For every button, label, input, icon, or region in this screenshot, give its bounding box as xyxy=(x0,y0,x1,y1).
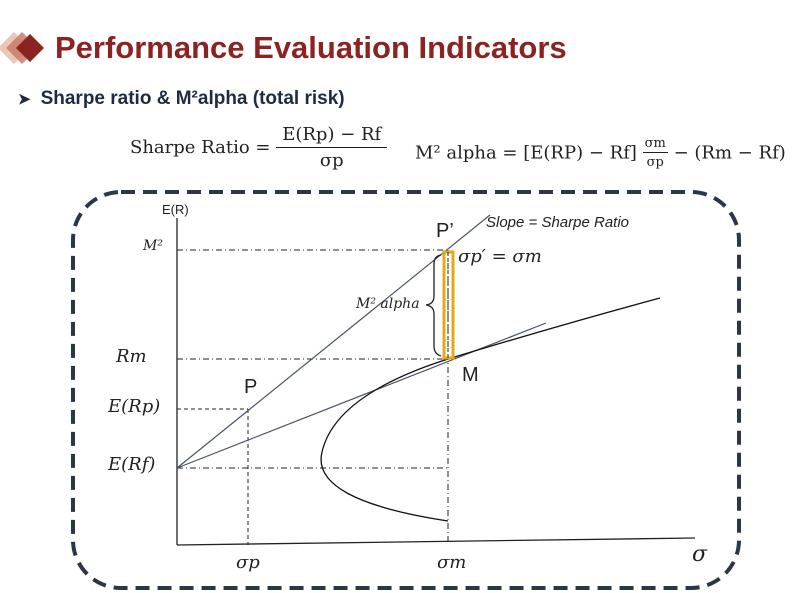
m2-bracket: [E(RP) − Rf] xyxy=(523,142,637,164)
slope-label: Slope = Sharpe Ratio xyxy=(486,214,630,231)
x-axis-label: σ xyxy=(692,542,708,567)
page-title: Performance Evaluation Indicators xyxy=(55,30,567,65)
sharpe-ratio-lhs: Sharpe Ratio = xyxy=(130,137,271,158)
diagram-frame xyxy=(71,190,741,590)
sigma-equality-label: σp′ = σm xyxy=(458,246,542,267)
bullet-text: Sharpe ratio & M²alpha (total risk) xyxy=(40,88,345,109)
y-tick-rm: Rm xyxy=(116,346,147,367)
y-axis-label: E(R) xyxy=(162,202,189,217)
sharpe-numerator: E(Rp) − Rf xyxy=(276,124,388,148)
logo-diamonds-icon xyxy=(0,32,44,64)
sharpe-ratio-formula: Sharpe Ratio = E(Rp) − Rf σp xyxy=(130,124,388,171)
market-cal-line xyxy=(176,322,547,469)
point-m-label: M xyxy=(462,364,479,386)
m2-fraction: σm σp xyxy=(642,136,668,170)
x-tick-sigma-m: σm xyxy=(437,552,467,573)
m2-frac-den: σp xyxy=(646,155,664,170)
sharpe-ratio-fraction: E(Rp) − Rf σp xyxy=(276,124,388,171)
y-tick-erf: E(Rf) xyxy=(108,454,156,475)
point-p-label: P xyxy=(244,376,258,398)
m2-alpha-formula: M² alpha = [E(RP) − Rf] σm σp − (Rm − Rf… xyxy=(415,136,786,170)
efficient-frontier-curve xyxy=(320,297,661,522)
m2-alpha-brace xyxy=(425,254,442,357)
x-tick-sigma-p: σp xyxy=(236,552,260,573)
m2-lhs: M² alpha = xyxy=(415,142,518,164)
m2-alpha-label: M² alpha xyxy=(356,296,420,312)
bullet-arrow-icon: ➤ xyxy=(18,91,31,108)
sharpe-denominator: σp xyxy=(319,150,344,171)
sharpe-slope-line xyxy=(176,214,491,469)
y-tick-m2: M² xyxy=(143,238,163,254)
bullet-heading: ➤ Sharpe ratio & M²alpha (total risk) xyxy=(18,88,345,110)
y-tick-erp: E(Rp) xyxy=(108,396,161,417)
point-p-prime-label: P’ xyxy=(436,220,454,242)
x-axis xyxy=(176,537,696,546)
m2-frac-num: σm xyxy=(642,136,668,153)
m2-tail: − (Rm − Rf) xyxy=(673,142,786,164)
